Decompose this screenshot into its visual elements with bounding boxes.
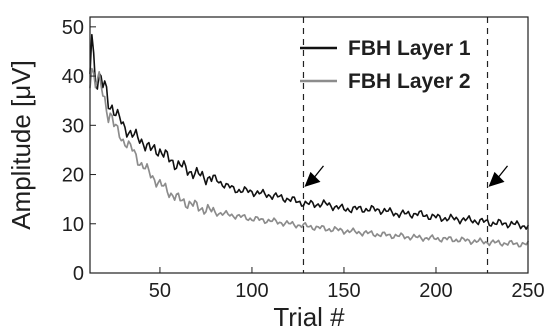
x-tick-label-5: 250 — [511, 280, 544, 302]
x-tick-label-2: 100 — [235, 280, 268, 302]
marker-arrow-head-1 — [304, 171, 321, 187]
marker-layer — [302, 17, 509, 273]
y-tick-label-5: 40 — [62, 66, 84, 88]
axis-layer: 50 100 150 200 250 0 10 20 30 40 50 Trial # Amplitud… — [6, 16, 545, 332]
y-tick-label-6: 50 — [62, 17, 84, 39]
y-axis-label: Amplitude [μV] — [6, 60, 36, 230]
x-axis-label: Trial # — [273, 302, 345, 332]
series-layer — [89, 33, 529, 248]
x-tick-label-1: 50 — [149, 280, 171, 302]
series-line-1 — [89, 33, 529, 230]
y-tick-label-3: 20 — [62, 165, 84, 187]
y-tick-label-1: 0 — [73, 263, 84, 285]
marker-arrow-head-2 — [488, 171, 505, 187]
plot-frame — [89, 16, 529, 274]
series-line-2 — [89, 67, 529, 248]
x-tick-label-3: 150 — [327, 280, 360, 302]
y-tick-label-4: 30 — [62, 115, 84, 137]
legend-label-1: FBH Layer 1 — [348, 37, 471, 60]
legend-layer: FBH Layer 1 FBH Layer 2 — [300, 37, 471, 93]
legend-label-2: FBH Layer 2 — [348, 70, 471, 93]
x-tick-label-4: 200 — [419, 280, 452, 302]
y-tick-label-2: 10 — [62, 214, 84, 236]
